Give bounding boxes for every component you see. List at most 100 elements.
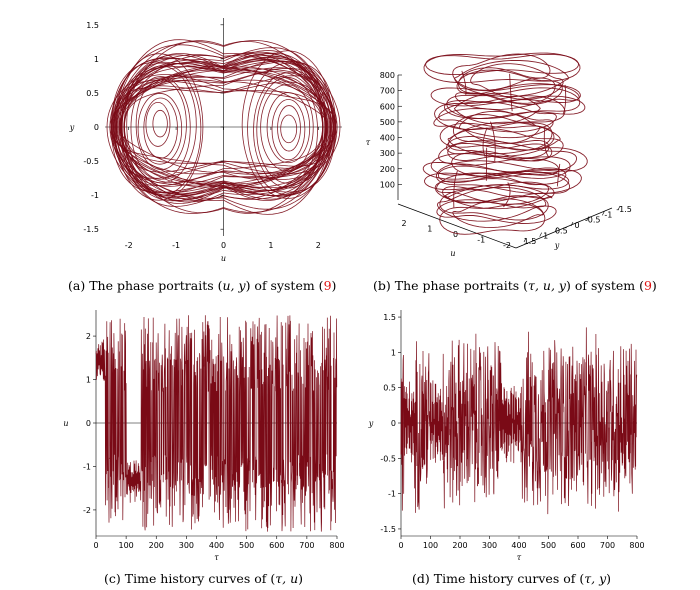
caption-b-label: (b) [373, 278, 391, 293]
panel-b-u-axis [397, 203, 517, 249]
panel-a-trajectory [106, 39, 341, 215]
caption-d-after: ) [606, 571, 612, 586]
panel-d-ytick-label-6: -1.5 [380, 525, 396, 534]
panel-c-xlabel: τ [214, 553, 219, 562]
panel-c-xtick-label-7: 700 [299, 541, 314, 550]
panel-b-orbit-12 [434, 95, 566, 130]
panel-a-outer-orbit-27 [120, 52, 327, 202]
panel-a-ytick-label-0: 1.5 [86, 21, 99, 30]
panel-b-orbit-35 [436, 199, 557, 224]
panel-a-inner-loop-0-0 [152, 109, 168, 138]
panel-c-ytick-label-4: -2 [83, 506, 91, 515]
caption-b-vars: τ, u, y [528, 278, 566, 293]
panel-b-trajectory [422, 52, 588, 235]
panel-b-orbit-0 [425, 53, 579, 76]
panel-b-ytick-label-2: 0.5 [555, 226, 568, 235]
caption-a-after: ) of system ( [245, 278, 324, 293]
panel-d-xtick-label-6: 600 [570, 541, 585, 550]
panel-b-ytick-mark-2 [555, 227, 558, 232]
panel-b-y-axis [515, 207, 613, 249]
panel-c-xtick-label-1: 100 [118, 541, 133, 550]
panel-c-ytick-label-0: 2 [86, 332, 91, 341]
panel-b-orbit-29 [434, 171, 571, 204]
panel-b-ytick-label-3: 0 [574, 221, 579, 230]
panel-c-xtick-label-3: 300 [179, 541, 194, 550]
panel-b-orbit-7 [430, 84, 581, 107]
panel-b-utick-label-3: -1 [477, 236, 485, 245]
panel-b-orbit-2 [452, 53, 551, 91]
panel-b-link-1 [557, 163, 561, 187]
panel-a-ytick-label-5: -1 [91, 191, 99, 200]
panel-b-link-8 [453, 170, 458, 208]
panel-a-outer-orbit-30 [109, 79, 338, 175]
caption-c-vars: τ, u [275, 571, 299, 586]
caption-a-vars: u, y [222, 278, 246, 293]
panel-a-inner-loop-1-1 [277, 105, 301, 152]
panel-b-orbit-31 [442, 181, 555, 204]
panel-a-outer-orbit-28 [119, 53, 328, 201]
panel-a-inner-loop-0-2 [143, 97, 178, 159]
panel-b-ztick-label-7: 100 [380, 180, 395, 189]
panel-c-xtick-label-0: 0 [93, 541, 98, 550]
panel-b-orbit-17 [439, 122, 555, 151]
panel-a-outer-orbit-25 [123, 56, 324, 198]
panel-d-xlabel: τ [517, 553, 522, 562]
panel-a-ytick-label-2: 0.5 [86, 89, 99, 98]
panel-b-orbit-9 [446, 87, 581, 120]
caption-a-close: ) [331, 278, 337, 293]
panel-b-orbit-19 [448, 127, 564, 162]
panel-a-xlabel: u [221, 254, 226, 263]
panel-d-xtick-label-7: 700 [600, 541, 615, 550]
panel-d-ytick-label-5: -1 [388, 490, 396, 499]
caption-d: (d) Time history curves of (τ, y) [412, 571, 611, 586]
panel-b-ztick-label-5: 300 [380, 149, 395, 158]
panel-b-ytick-label-6: -1.5 [616, 205, 632, 214]
panel-b-orbit-20 [446, 136, 550, 159]
panel-d-xtick-label-2: 200 [452, 541, 467, 550]
panel-b-orbit-22 [438, 140, 578, 176]
panel-b-orbit-3 [454, 59, 569, 97]
caption-b: (b) The phase portraits (τ, u, y) of sys… [373, 278, 657, 293]
caption-c-label: (c) [104, 571, 121, 586]
panel-b-orbit-8 [454, 83, 580, 110]
panel-b-ytick-mark-0 [523, 237, 527, 243]
panel-b-orbit-21 [447, 142, 553, 162]
panel-b-orbit-1 [423, 52, 581, 84]
panel-b-ytick-mark-5 [602, 211, 605, 216]
caption-b-ref[interactable]: 9 [643, 278, 652, 293]
panel-a-ylabel: y [69, 123, 75, 132]
panel-b-orbit-6 [456, 69, 563, 105]
panel-d-xtick-label-0: 0 [398, 541, 403, 550]
panel-a-ytick-label-3: 0 [94, 123, 99, 132]
panel-c-series-line [95, 315, 338, 532]
panel-a-inner-loop-0-3 [137, 93, 183, 165]
panel-b-link-0 [503, 182, 511, 208]
panel-b-link-6 [490, 121, 496, 161]
panel-b-orbit-14 [433, 108, 554, 139]
caption-d-label: (d) [412, 571, 430, 586]
caption-a-before: The phase portraits ( [89, 278, 223, 293]
panel-b-ytick-mark-3 [570, 221, 574, 227]
panel-a-xtick-label-2: 0 [221, 241, 226, 250]
panel-a-ytick-label-1: 1 [94, 55, 99, 64]
panel-a-ytick-label-4: -0.5 [83, 157, 99, 166]
panel-d-xtick-label-3: 300 [482, 541, 497, 550]
panel-c-xtick-label-4: 400 [209, 541, 224, 550]
caption-a-ref[interactable]: 9 [323, 278, 332, 293]
panel-b-ztick-label-6: 200 [380, 165, 395, 174]
panel-b-orbit-37 [439, 203, 546, 235]
panel-b-orbit-25 [422, 158, 560, 180]
caption-a: (a) The phase portraits (u, y) of system… [68, 278, 336, 293]
caption-b-close: ) [651, 278, 657, 293]
panel-d-ytick-label-4: -0.5 [380, 454, 396, 463]
panel-d-ylabel: y [368, 419, 374, 428]
caption-d-before: Time history curves of ( [433, 571, 585, 586]
caption-d-vars: τ, y [584, 571, 607, 586]
panel-d-xtick-label-4: 400 [511, 541, 526, 550]
caption-c-after: ) [298, 571, 304, 586]
panel-b-ztick-label-2: 600 [380, 102, 395, 111]
panel-b-orbit-26 [437, 165, 567, 185]
panel-d-ytick-label-2: 0.5 [383, 384, 396, 393]
panel-c-ytick-label-2: 0 [86, 419, 91, 428]
